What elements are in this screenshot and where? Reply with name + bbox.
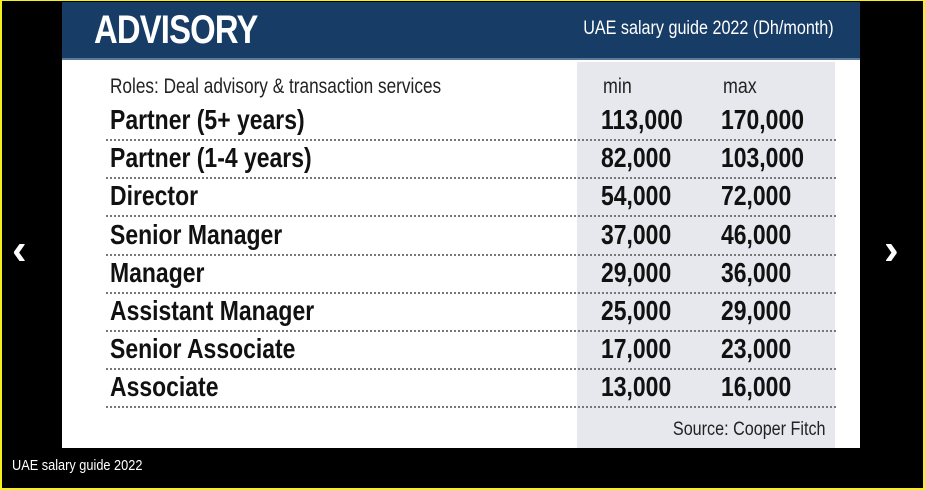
- role-name: Associate: [110, 371, 219, 403]
- min-salary: 54,000: [601, 180, 672, 212]
- min-salary: 82,000: [601, 142, 672, 174]
- role-name: Partner (1-4 years): [110, 142, 312, 174]
- role-name: Partner (5+ years): [110, 104, 305, 135]
- min-salary: 113,000: [601, 104, 683, 135]
- next-arrow-icon[interactable]: ›: [884, 225, 899, 274]
- roles-header: Roles: Deal advisory & transaction servi…: [110, 75, 442, 98]
- role-name: Senior Manager: [110, 218, 283, 250]
- max-salary: 36,000: [721, 256, 792, 288]
- table-row: Senior Manager 37,000 46,000: [106, 218, 836, 256]
- slide-title: ADVISORY: [94, 8, 258, 52]
- role-name: Director: [110, 180, 199, 212]
- table-row: Partner (1-4 years) 82,000 103,000: [106, 141, 836, 180]
- slide-header: ADVISORY UAE salary guide 2022 (Dh/month…: [62, 2, 860, 60]
- min-header: min: [603, 75, 632, 98]
- role-name: Manager: [110, 256, 205, 288]
- min-salary: 17,000: [601, 333, 672, 365]
- min-salary: 37,000: [601, 218, 672, 250]
- role-name: Senior Associate: [110, 333, 296, 365]
- source-note: Source: Cooper Fitch: [673, 419, 826, 440]
- min-salary: 13,000: [601, 371, 672, 403]
- table-row: Assistant Manager 25,000 29,000: [106, 294, 836, 332]
- table-row: Partner (5+ years) 113,000 170,000: [106, 103, 836, 141]
- min-salary: 29,000: [601, 256, 672, 288]
- previous-arrow-icon[interactable]: ‹: [12, 225, 27, 274]
- max-header: max: [723, 75, 757, 98]
- table-row: Manager 29,000 36,000: [106, 256, 836, 294]
- role-name: Assistant Manager: [110, 295, 315, 326]
- slide-subtitle: UAE salary guide 2022 (Dh/month): [583, 18, 834, 39]
- max-salary: 170,000: [721, 104, 804, 135]
- max-salary: 103,000: [721, 142, 804, 174]
- max-salary: 29,000: [721, 295, 792, 326]
- max-salary: 16,000: [721, 371, 792, 403]
- table-row: Director 54,000 72,000: [106, 179, 836, 218]
- min-salary: 25,000: [601, 295, 672, 326]
- gallery-caption: UAE salary guide 2022: [12, 457, 143, 474]
- slide-image: ADVISORY UAE salary guide 2022 (Dh/month…: [62, 2, 860, 448]
- max-salary: 46,000: [721, 218, 792, 250]
- max-salary: 72,000: [721, 180, 792, 212]
- max-salary: 23,000: [721, 333, 792, 365]
- table-row: Senior Associate 17,000 23,000: [106, 332, 836, 371]
- table-row: Associate 13,000 16,000: [106, 370, 836, 409]
